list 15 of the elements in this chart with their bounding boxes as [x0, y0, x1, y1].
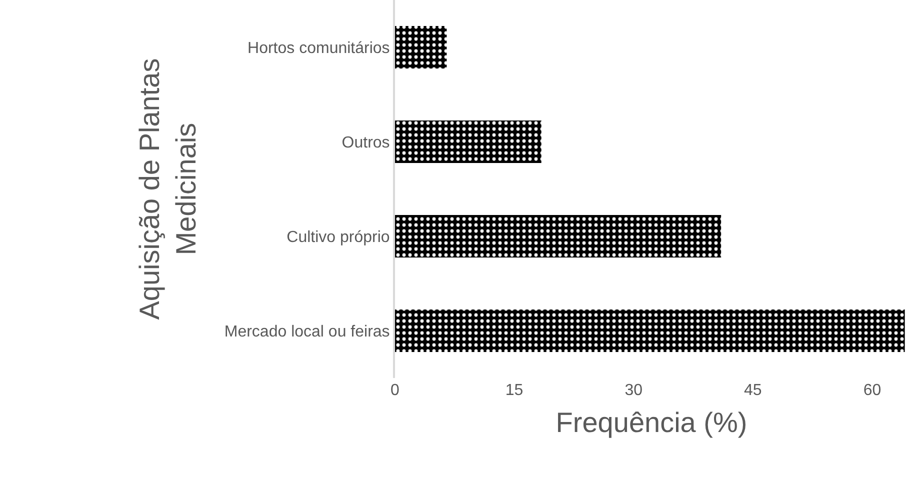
y-tick-label: Mercado local ou feiras — [224, 323, 390, 340]
bar — [395, 26, 447, 69]
y-axis-title: Aquisição de Plantas Medicinais — [134, 58, 202, 320]
y-tick-label: Cultivo próprio — [286, 228, 390, 246]
bar — [395, 120, 542, 164]
bar — [395, 309, 905, 352]
x-tick-label: 0 — [390, 382, 400, 399]
x-tick-label: 45 — [744, 382, 762, 399]
y-tick-label: Outros — [342, 134, 390, 152]
x-tick-label: 15 — [505, 382, 524, 399]
x-tick-label: 60 — [863, 382, 882, 399]
x-tick-label: 30 — [624, 382, 643, 399]
bar — [395, 214, 722, 258]
y-tick-label: Hortos comunitários — [248, 40, 390, 57]
x-axis-title: Frequência (%) — [556, 407, 748, 438]
